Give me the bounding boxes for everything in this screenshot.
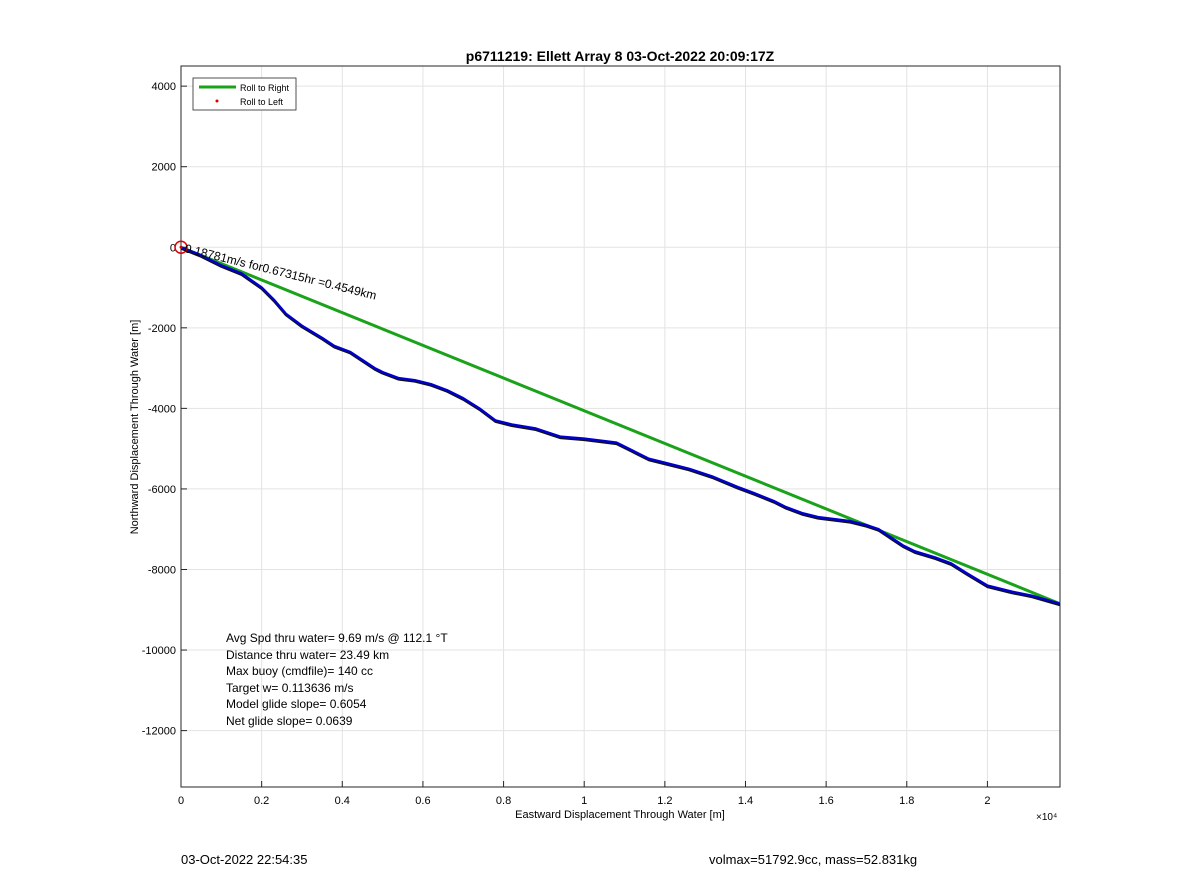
annotation-max-buoy: Max buoy (cmdfile)= 140 cc [226,664,373,678]
series-layer [174,240,1061,607]
stats-annotations: Avg Spd thru water= 9.69 m/s @ 112.1 °T … [226,631,448,728]
x-tick-label: 0 [178,795,184,807]
grid-lines [181,66,1060,787]
series-line-roll-right [180,245,1061,606]
y-tick-label: -12000 [142,726,176,738]
annotation-target-w: Target w= 0.113636 m/s [226,681,354,695]
y-tick-label: 2000 [152,162,176,174]
legend-label-roll-left: Roll to Left [240,97,284,107]
chart-title: p6711219: Ellett Array 8 03-Oct-2022 20:… [466,48,775,64]
annotation-net-glide: Net glide slope= 0.0639 [226,714,353,728]
y-tick-label: -6000 [148,484,176,496]
axis-ticks: 0 0.2 0.4 0.6 0.8 1 1.2 1.4 1.6 1.8 2 4000 2000 0 -200… [142,81,991,807]
x-axis-label: Eastward Displacement Through Water [m] [515,809,725,821]
footer-timestamp: 03-Oct-2022 22:54:35 [181,852,308,867]
start-marker-circle [174,240,188,255]
legend-label-roll-right: Roll to Right [240,83,290,93]
x-tick-label: 1.4 [738,795,753,807]
footer-stats: volmax=51792.9cc, mass=52.831kg [709,852,918,867]
y-axis-label: Northward Displacement Through Water [m] [129,320,141,535]
x-tick-label: 1.2 [657,795,672,807]
x-tick-label: 1 [581,795,587,807]
x-tick-label: 0.8 [496,795,511,807]
annotation-model-glide: Model glide slope= 0.6054 [226,697,367,711]
plot-area-frame [180,65,1061,788]
series-line-track [180,246,1061,605]
y-tick-label: 4000 [152,81,176,93]
legend-swatch-roll-left [215,99,219,103]
x-tick-label: 2 [984,795,990,807]
legend: Roll to Right Roll to Left [192,77,297,111]
x-tick-label: 1.8 [899,795,914,807]
annotation-distance: Distance thru water= 23.49 km [226,648,389,662]
y-tick-label: -8000 [148,564,176,576]
annotation-avg-speed: Avg Spd thru water= 9.69 m/s @ 112.1 °T [226,631,448,645]
legend-box [192,77,297,111]
start-marker-dot [179,245,183,249]
y-tick-label: -10000 [142,645,176,657]
y-tick-label: -4000 [148,403,176,415]
x-tick-label: 0.2 [254,795,269,807]
y-tick-label: 0 [170,242,176,254]
y-tick-label: -2000 [148,323,176,335]
rotated-annotation: 0.18781m/s for0.67315hr =0.4549km [183,241,378,302]
x-axis-exponent: ×10⁴ [1036,812,1057,823]
x-tick-label: 0.6 [415,795,430,807]
x-tick-label: 1.6 [818,795,833,807]
x-tick-label: 0.4 [335,795,350,807]
